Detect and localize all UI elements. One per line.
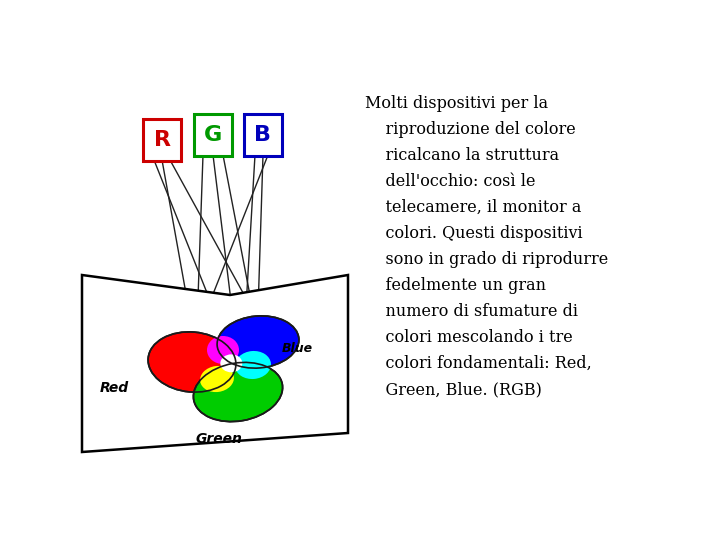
Ellipse shape <box>148 332 236 392</box>
Text: colori fondamentali: Red,: colori fondamentali: Red, <box>365 355 592 372</box>
Text: fedelmente un gran: fedelmente un gran <box>365 277 546 294</box>
Text: R: R <box>153 130 171 150</box>
Text: Molti dispositivi per la: Molti dispositivi per la <box>365 95 548 112</box>
Text: colori mescolando i tre: colori mescolando i tre <box>365 329 572 346</box>
Text: riproduzione del colore: riproduzione del colore <box>365 121 576 138</box>
Ellipse shape <box>217 316 299 368</box>
Polygon shape <box>82 275 348 452</box>
Text: G: G <box>204 125 222 145</box>
Text: sono in grado di riprodurre: sono in grado di riprodurre <box>365 251 608 268</box>
Text: numero di sfumature di: numero di sfumature di <box>365 303 578 320</box>
Text: telecamere, il monitor a: telecamere, il monitor a <box>365 199 581 216</box>
Ellipse shape <box>194 362 283 422</box>
Ellipse shape <box>235 351 271 379</box>
Ellipse shape <box>207 336 239 364</box>
Text: Blue: Blue <box>282 342 313 355</box>
FancyBboxPatch shape <box>244 114 282 156</box>
Text: colori. Questi dispositivi: colori. Questi dispositivi <box>365 225 582 242</box>
Text: ricalcano la struttura: ricalcano la struttura <box>365 147 559 164</box>
Text: dell'occhio: così le: dell'occhio: così le <box>365 173 536 190</box>
Text: Red: Red <box>100 381 129 395</box>
FancyBboxPatch shape <box>143 119 181 161</box>
Text: Green, Blue. (RGB): Green, Blue. (RGB) <box>365 381 542 398</box>
Ellipse shape <box>200 366 234 392</box>
Text: B: B <box>254 125 271 145</box>
Ellipse shape <box>220 354 243 373</box>
FancyBboxPatch shape <box>194 114 232 156</box>
Text: Green: Green <box>195 432 242 446</box>
